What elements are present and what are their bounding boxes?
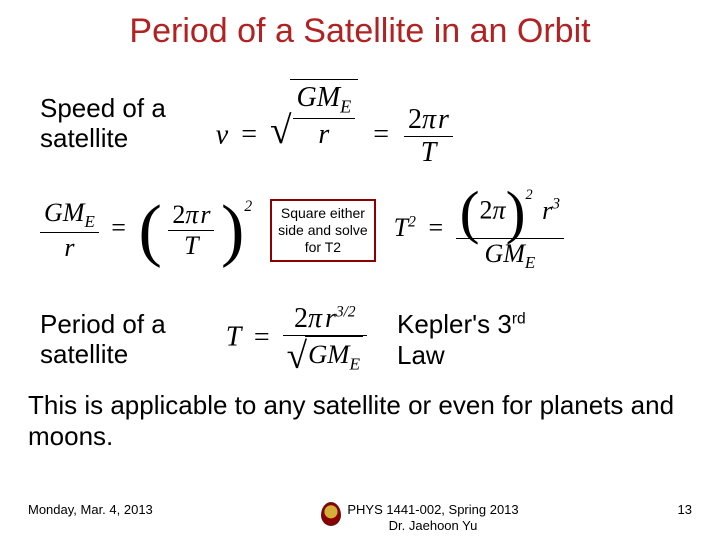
footer-instructor: Dr. Jaehoon Yu (389, 518, 478, 533)
callout-line3: for T2 (305, 239, 341, 255)
footer-course: PHYS 1441-002, Spring 2013 (347, 502, 518, 517)
equation-speed: v = √ GME r = 2πr T (216, 79, 453, 169)
period-row: Period of a satellite T = 2πr3/2 √ GME K… (0, 303, 720, 375)
page-title: Period of a Satellite in an Orbit (0, 0, 720, 51)
footer-date: Monday, Mar. 4, 2013 (28, 502, 208, 517)
period-label-line2: satellite (40, 339, 128, 369)
derivation-row: GME r = ( 2πr T )2 Square either side an… (0, 187, 720, 273)
equation-squared-left: GME r = ( 2πr T )2 (40, 198, 252, 263)
callout-line2: side and solve (278, 222, 368, 238)
period-label-line1: Period of a (40, 309, 166, 339)
speed-label-line1: Speed of a (40, 93, 166, 123)
equation-period: T = 2πr3/2 √ GME (226, 303, 367, 375)
kepler-line1: Kepler's 3 (397, 309, 512, 339)
kepler-line2: Law (397, 340, 445, 370)
speed-row: Speed of a satellite v = √ GME r = 2πr T (0, 79, 720, 169)
kepler-sup: rd (512, 310, 526, 327)
speed-label-line2: satellite (40, 123, 128, 153)
summary-text: This is applicable to any satellite or e… (0, 390, 720, 452)
callout-box: Square either side and solve for T2 (270, 199, 376, 261)
equation-t-squared: T2 = (2π)2 r3 GME (394, 187, 564, 273)
period-label: Period of a satellite (40, 310, 166, 370)
kepler-label: Kepler's 3rd Law (397, 309, 526, 371)
speed-label: Speed of a satellite (40, 94, 166, 154)
footer: Monday, Mar. 4, 2013 PHYS 1441-002, Spri… (0, 502, 720, 535)
footer-page: 13 (632, 502, 692, 517)
callout-line1: Square either (281, 205, 365, 221)
shield-icon (321, 502, 341, 526)
